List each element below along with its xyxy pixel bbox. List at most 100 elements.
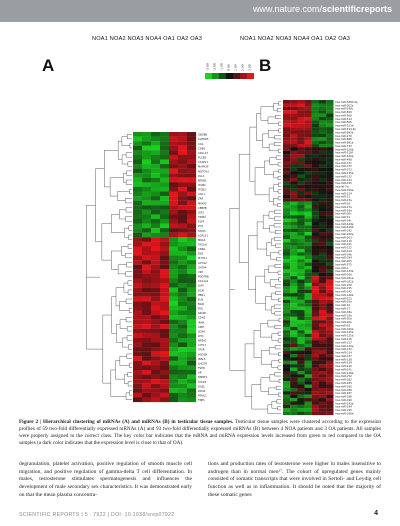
row-label: CAV1 — [198, 192, 205, 196]
heatmap-cell — [311, 255, 320, 260]
row-label: hsa-miR-122 — [335, 174, 352, 178]
heatmap-cell — [297, 272, 305, 277]
dendrogram-branch — [278, 128, 281, 133]
heatmap-cell — [169, 310, 179, 316]
heatmap-cell — [290, 411, 298, 416]
heatmap-cell — [151, 315, 161, 320]
heatmap-cell — [290, 408, 298, 412]
heatmap-cell — [283, 150, 291, 155]
heatmap-cell — [151, 356, 161, 361]
heatmap-cell — [297, 360, 305, 365]
heatmap-cell — [319, 103, 327, 107]
heatmap-cell — [151, 154, 161, 160]
dendrogram-branch — [275, 386, 281, 390]
heatmap-cell — [319, 133, 327, 138]
heatmap-cell — [151, 141, 161, 146]
heatmap-cell — [290, 171, 298, 175]
heatmap-cell — [283, 211, 291, 216]
row-label: hsa-miR-221 — [335, 242, 352, 246]
dendrogram-branch — [271, 306, 275, 314]
heatmap-cell — [326, 130, 334, 134]
heatmap-cell — [319, 130, 327, 134]
heatmap-cell — [297, 157, 305, 162]
heatmap-cell — [290, 316, 298, 321]
heatmap-cell — [160, 351, 170, 357]
dendrogram-branch — [124, 227, 129, 238]
heatmap-cell — [142, 132, 152, 137]
row-label: hsa-miR-30c — [335, 212, 352, 216]
dendrogram-branch — [262, 214, 270, 229]
row-label: CDH2 — [198, 316, 206, 320]
dendrogram-branch — [268, 211, 275, 219]
heatmap-cell — [304, 137, 312, 141]
heatmap-cell — [304, 269, 312, 273]
heatmap-cell — [142, 246, 152, 252]
dendrogram-branch — [275, 115, 281, 119]
heatmap-cell — [151, 296, 161, 302]
heatmap-cell — [133, 369, 143, 375]
heatmap-cell — [297, 238, 305, 243]
heatmap-cell — [187, 273, 197, 279]
heatmap-cell — [311, 299, 320, 304]
heatmap-cell — [142, 182, 152, 188]
heatmap-cell — [187, 232, 197, 238]
heatmap-cell — [160, 173, 170, 178]
heatmap-cell — [290, 249, 298, 253]
heatmap-cell — [283, 337, 291, 341]
heatmap-cell — [169, 292, 179, 297]
heatmap-cell — [311, 208, 320, 212]
heatmap-cell — [142, 292, 152, 297]
heatmap-cell — [133, 388, 143, 393]
heatmap-cell — [319, 167, 327, 172]
heatmap-cell — [304, 384, 312, 389]
row-label: TNP1 — [198, 398, 205, 402]
heatmap-cell — [311, 347, 320, 351]
heatmap-cell — [326, 411, 334, 416]
heatmap-cell — [290, 232, 298, 236]
row-label: hsa-miR-222 — [335, 246, 352, 250]
heatmap-cell — [297, 394, 305, 399]
heatmap-cell — [151, 397, 161, 403]
heatmap-cell — [297, 289, 305, 294]
dendrogram-branch — [269, 225, 276, 233]
heatmap-cell — [319, 276, 327, 280]
row-label: hsa-miR-196a — [335, 411, 353, 415]
heatmap-cell — [297, 387, 305, 392]
heatmap-cell — [178, 132, 188, 137]
heatmap-cell — [319, 164, 327, 168]
dendrogram-branch — [129, 143, 132, 149]
heatmap-cell — [160, 324, 170, 329]
heatmap-cell — [297, 181, 305, 185]
row-label: CYP17 — [198, 343, 207, 347]
heatmap-cell — [178, 159, 188, 165]
heatmap-cell — [133, 177, 143, 183]
heatmap-cell — [297, 367, 305, 372]
heatmap-cell — [297, 252, 305, 256]
heatmap-cell — [178, 324, 188, 329]
heatmap-cell — [187, 337, 197, 343]
heatmap-cell — [187, 278, 197, 284]
heatmap-cell — [326, 106, 334, 111]
heatmap-cell — [304, 242, 312, 246]
heatmap-cell — [319, 191, 327, 195]
dendrogram-branch — [101, 223, 112, 261]
heatmap-cell — [169, 173, 179, 178]
heatmap-cell — [297, 350, 305, 355]
heatmap-cell — [297, 137, 305, 141]
key-swatch — [240, 73, 247, 79]
heatmap-cell — [290, 404, 298, 409]
journal-site-link[interactable]: www.nature.com/scientificreports — [252, 4, 392, 14]
heatmap-cell — [297, 130, 305, 134]
heatmap-cell — [283, 106, 291, 111]
dendrogram-branch — [253, 330, 262, 358]
heatmap-cell — [178, 328, 188, 334]
heatmap-cell — [304, 404, 312, 409]
heatmap-cell — [133, 173, 143, 178]
heatmap-cell — [160, 287, 170, 293]
heatmap-cell — [283, 225, 291, 229]
heatmap-cell — [311, 228, 320, 233]
heatmap-cell — [169, 136, 179, 142]
row-label: hsa-miR-24 — [335, 201, 350, 205]
heatmap-cell — [304, 221, 312, 226]
heatmap-cell — [311, 160, 320, 165]
